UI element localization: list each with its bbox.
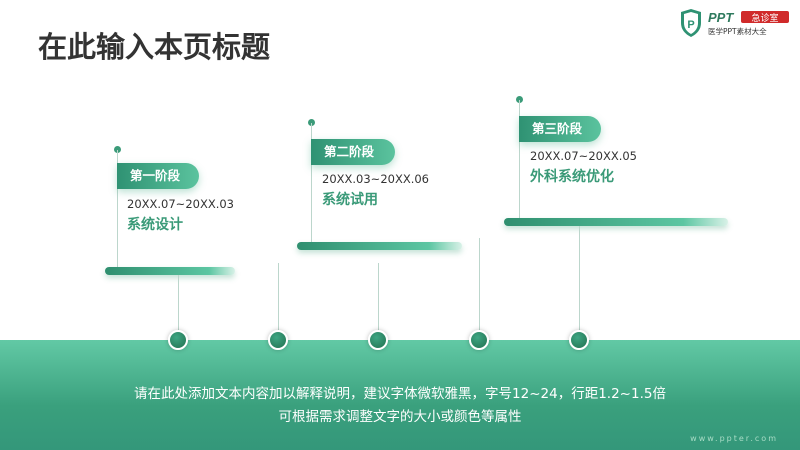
stage-2-date: 20XX.03~20XX.06 bbox=[322, 172, 429, 186]
footer-text-line2: 可根据需求调整文字的大小或颜色等属性 bbox=[278, 409, 522, 425]
svg-text:急诊室: 急诊室 bbox=[751, 12, 778, 24]
stage-3-label: 第三阶段 bbox=[519, 116, 601, 142]
stage-2-bar bbox=[297, 242, 462, 250]
svg-text:医学PPT素材大全: 医学PPT素材大全 bbox=[708, 26, 767, 36]
timeline-node bbox=[469, 330, 489, 350]
stage-3-name: 外科系统优化 bbox=[530, 169, 614, 185]
timeline-node bbox=[569, 330, 589, 350]
svg-text:PPT: PPT bbox=[708, 10, 734, 25]
page-title: 在此输入本页标题 bbox=[38, 30, 271, 64]
stage-1-name: 系统设计 bbox=[127, 217, 183, 233]
connector-line bbox=[479, 238, 480, 333]
timeline-node bbox=[368, 330, 388, 350]
footer-band bbox=[0, 340, 800, 450]
stage-2-label: 第二阶段 bbox=[311, 139, 395, 165]
connector-line bbox=[579, 226, 580, 333]
stage-3-dot bbox=[516, 96, 523, 103]
connector-line bbox=[178, 275, 179, 333]
stage-1-bar bbox=[105, 267, 235, 275]
connector-line bbox=[278, 263, 279, 333]
stage-3-bar bbox=[504, 218, 728, 226]
stage-2-dot bbox=[308, 119, 315, 126]
stage-1-date: 20XX.07~20XX.03 bbox=[127, 197, 234, 211]
stage-1-label: 第一阶段 bbox=[117, 163, 199, 189]
timeline-node bbox=[268, 330, 288, 350]
svg-text:P: P bbox=[687, 19, 694, 31]
stage-3-stem bbox=[519, 100, 520, 220]
stage-1-stem bbox=[117, 150, 118, 270]
footer-text-line1: 请在此处添加文本内容加以解释说明，建议字体微软雅黑，字号12~24，行距1.2~… bbox=[134, 386, 666, 402]
stage-2-name: 系统试用 bbox=[322, 192, 378, 208]
stage-3-date: 20XX.07~20XX.05 bbox=[530, 149, 637, 163]
stage-2-stem bbox=[311, 123, 312, 243]
footer-url: www.ppter.com bbox=[690, 434, 778, 443]
timeline-node bbox=[168, 330, 188, 350]
connector-line bbox=[378, 263, 379, 333]
stage-1-dot bbox=[114, 146, 121, 153]
logo: P PPT 急诊室 医学PPT素材大全 bbox=[681, 9, 789, 37]
